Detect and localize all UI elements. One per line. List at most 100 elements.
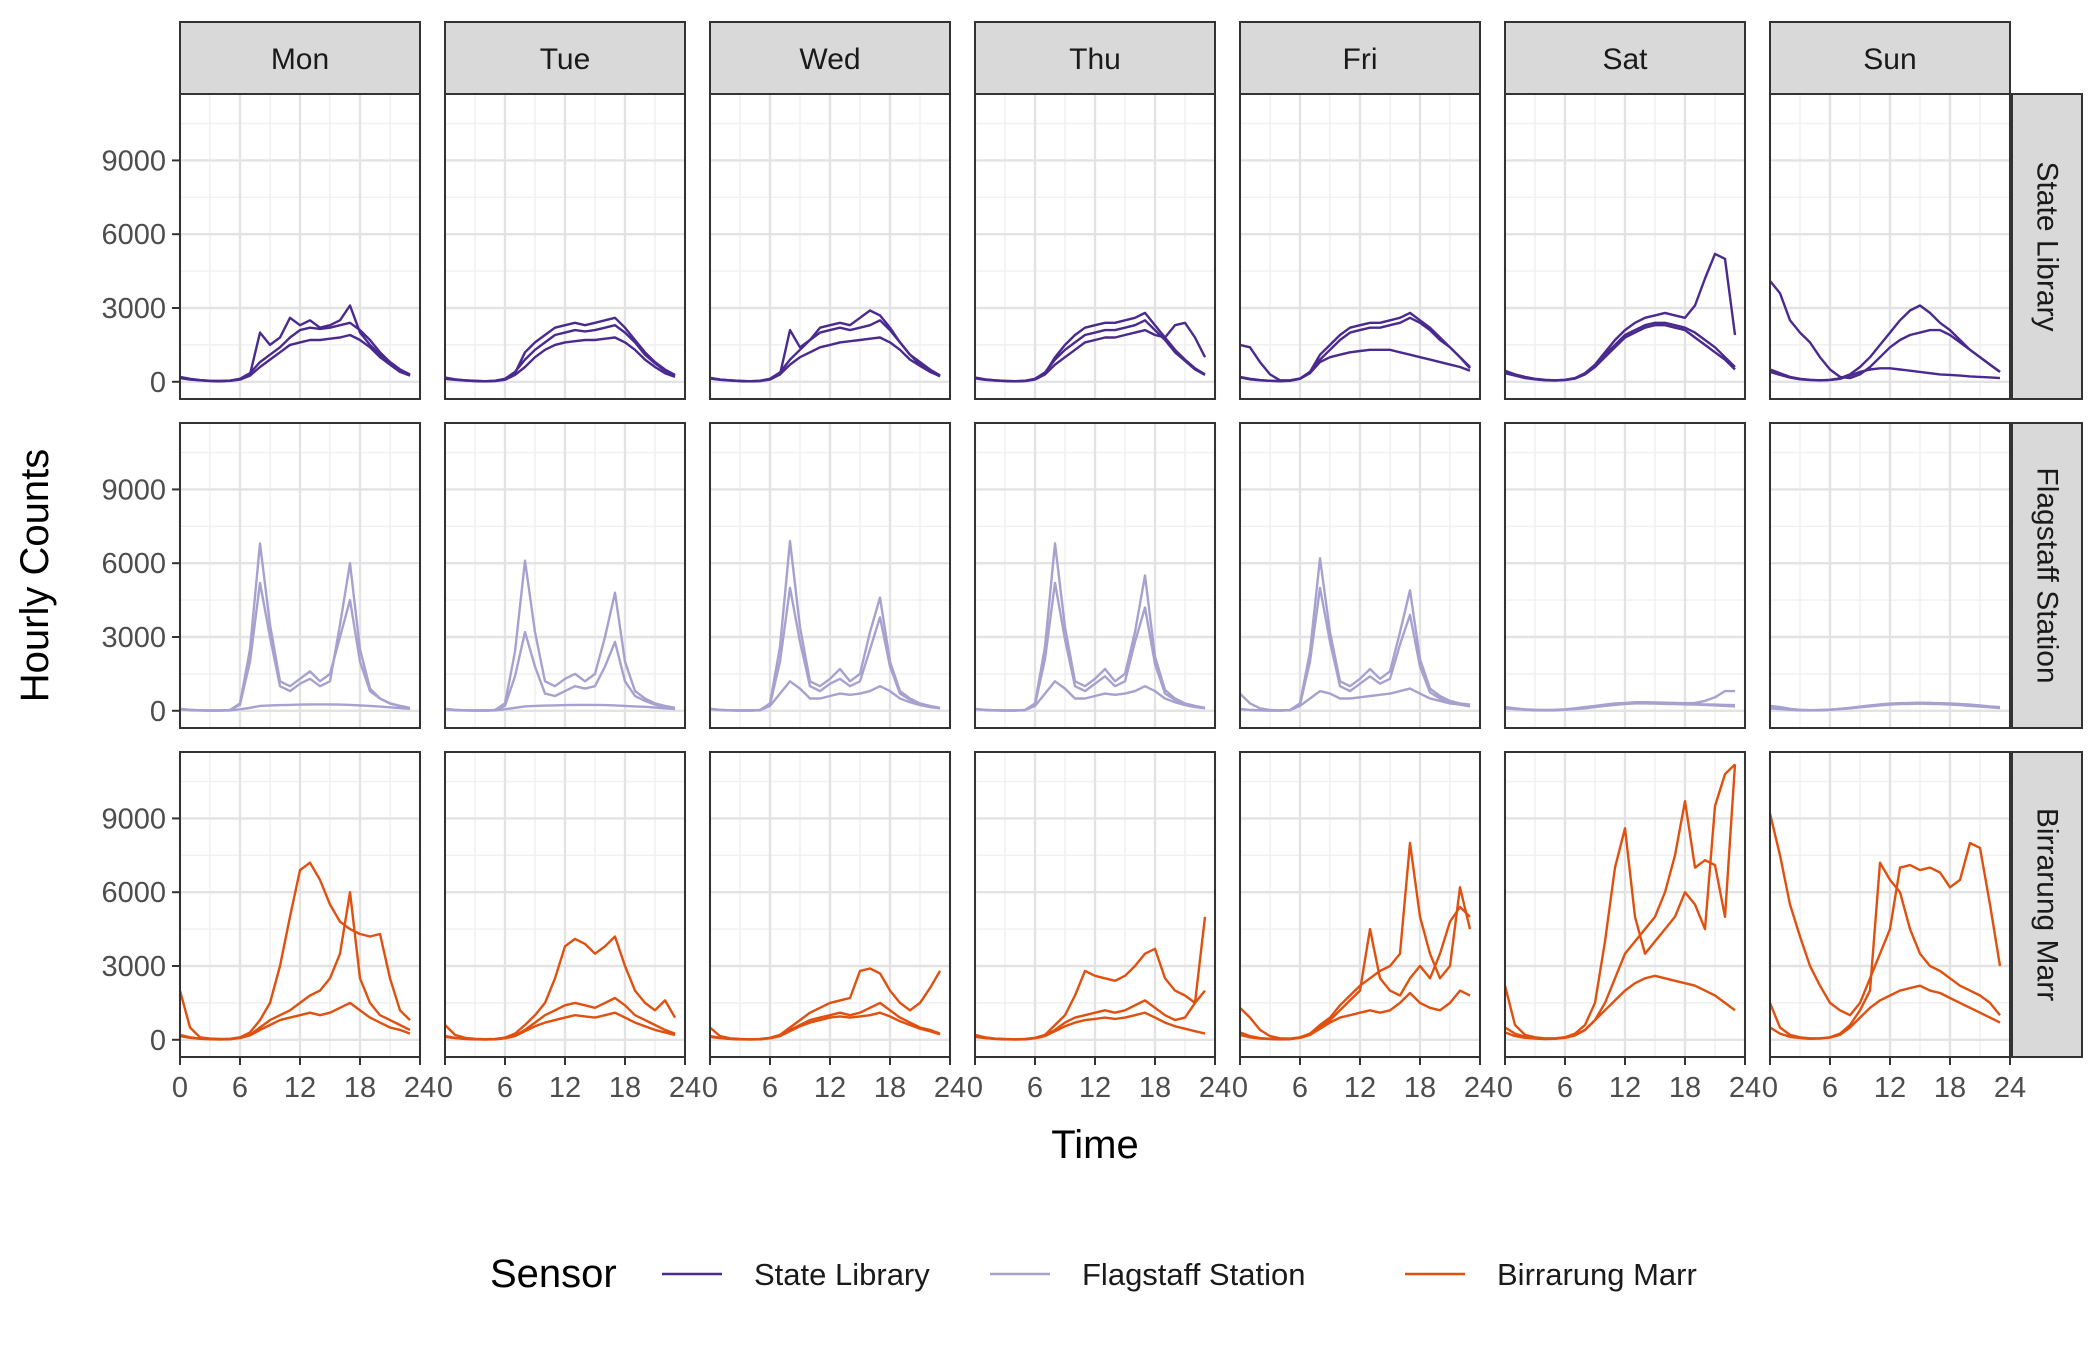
series-line-flagstaff-station-sat-3 — [1504, 702, 1736, 712]
strip-label-wed: Wed — [799, 43, 860, 76]
panel-lines-birrarung-marr-sat — [1503, 763, 1737, 1041]
panel-border-flagstaff-station-tue — [444, 422, 686, 729]
x-tick-label: 24 — [1994, 1072, 2026, 1104]
series-line-flagstaff-station-mon-3 — [179, 703, 411, 712]
x-tick-label: 18 — [344, 1072, 376, 1104]
panel-lines-state-library-mon — [179, 304, 411, 383]
x-tick-label: 12 — [549, 1072, 581, 1104]
panel-lines-state-library-sun — [1769, 280, 2001, 382]
y-axis-title: Hourly Counts — [13, 449, 57, 702]
x-tick-label: 24 — [669, 1072, 701, 1104]
panel-border-state-library-tue — [444, 93, 686, 400]
x-tick-label: 0 — [172, 1072, 188, 1104]
x-tick-label: 18 — [1404, 1072, 1436, 1104]
panel-border-state-library-sun — [1769, 93, 2011, 400]
series-line-state-library-wed-3 — [709, 336, 941, 383]
strip-label-tue: Tue — [540, 43, 591, 76]
panel-lines-state-library-thu — [974, 311, 1207, 383]
y-tick-label: 6000 — [101, 877, 166, 909]
panel-lines-birrarung-marr-tue — [444, 935, 677, 1041]
panel-lines-flagstaff-station-mon — [179, 542, 411, 712]
x-tick-label: 24 — [1729, 1072, 1761, 1104]
panel-border-state-library-wed — [709, 93, 951, 400]
x-tick-label: 0 — [437, 1072, 453, 1104]
panel-lines-state-library-tue — [444, 316, 676, 383]
series-line-flagstaff-station-tue-3 — [444, 703, 676, 712]
x-tick-label: 6 — [1557, 1072, 1573, 1104]
y-tick-label: 0 — [150, 367, 166, 399]
x-tick-label: 24 — [404, 1072, 436, 1104]
panel-lines-birrarung-marr-mon — [178, 861, 411, 1041]
panel-lines-flagstaff-station-fri — [1239, 557, 1471, 712]
strip-mon — [179, 21, 421, 95]
series-line-state-library-sun-1 — [1769, 280, 2001, 380]
series-line-state-library-fri-3 — [1239, 311, 1471, 383]
panel-lines-state-library-wed — [709, 309, 941, 383]
legend-label-flagstaff-station: Flagstaff Station — [1082, 1257, 1305, 1292]
strip-label-birrarung-marr: Birrarung Marr — [2031, 808, 2064, 1001]
panel-lines-birrarung-marr-thu — [974, 916, 1207, 1041]
series-line-state-library-mon-3 — [179, 333, 411, 383]
strip-label-state-library: State Library — [2031, 161, 2064, 331]
x-tick-label: 6 — [1292, 1072, 1308, 1104]
series-line-state-library-sat-3 — [1504, 321, 1736, 382]
x-tick-label: 12 — [1609, 1072, 1641, 1104]
y-tick-label: 0 — [150, 696, 166, 728]
y-tick-label: 3000 — [101, 951, 166, 983]
strip-wed — [709, 21, 951, 95]
panel-grid-layer — [178, 94, 2012, 1057]
series-line-state-library-sun-3 — [1769, 367, 2001, 382]
y-tick-label: 9000 — [101, 145, 166, 177]
series-line-birrarung-marr-fri-3 — [1239, 989, 1471, 1041]
x-tick-label: 0 — [702, 1072, 718, 1104]
series-line-flagstaff-station-thu-3 — [974, 581, 1206, 712]
legend-label-birrarung-marr: Birrarung Marr — [1497, 1257, 1697, 1292]
panel-lines-state-library-fri — [1239, 311, 1471, 383]
panel-border-flagstaff-station-wed — [709, 422, 951, 729]
strip-label-sun: Sun — [1863, 43, 1916, 76]
x-tick-label: 12 — [284, 1072, 316, 1104]
series-line-state-library-fri-1 — [1239, 316, 1471, 382]
strip-label-thu: Thu — [1069, 43, 1121, 76]
series-line-birrarung-marr-wed-3 — [709, 1011, 941, 1041]
x-tick-label: 12 — [814, 1072, 846, 1104]
x-tick-label: 24 — [1464, 1072, 1496, 1104]
strip-state-library — [2011, 93, 2083, 400]
series-line-state-library-tue-3 — [444, 316, 676, 383]
panel-lines-birrarung-marr-sun — [1768, 813, 2002, 1041]
y-tick-label: 0 — [150, 1025, 166, 1057]
x-tick-label: 12 — [1344, 1072, 1376, 1104]
x-tick-label: 18 — [1934, 1072, 1966, 1104]
panel-border-flagstaff-station-fri — [1239, 422, 1481, 729]
x-tick-label: 12 — [1874, 1072, 1906, 1104]
series-line-birrarung-marr-mon-3 — [179, 1001, 411, 1041]
x-tick-label: 0 — [1497, 1072, 1513, 1104]
x-tick-label: 18 — [874, 1072, 906, 1104]
series-line-birrarung-marr-thu-3 — [974, 1011, 1206, 1041]
x-tick-label: 24 — [934, 1072, 966, 1104]
panel-lines-flagstaff-station-sat — [1504, 689, 1736, 712]
panel-border-state-library-thu — [974, 93, 1216, 400]
strip-birrarung-marr — [2011, 751, 2083, 1058]
strip-sat — [1504, 21, 1746, 95]
y-tick-label: 3000 — [101, 622, 166, 654]
series-line-birrarung-marr-sun-3 — [1769, 984, 2001, 1041]
series-line-flagstaff-station-fri-3 — [1239, 586, 1471, 712]
panel-lines-flagstaff-station-sun — [1769, 701, 2001, 712]
y-tick-label: 6000 — [101, 548, 166, 580]
y-tick-label: 3000 — [101, 293, 166, 325]
x-tick-label: 6 — [232, 1072, 248, 1104]
series-line-flagstaff-station-wed-3 — [709, 586, 941, 712]
strip-flagstaff-station — [2011, 422, 2083, 729]
panel-border-flagstaff-station-sat — [1504, 422, 1746, 729]
x-tick-label: 24 — [1199, 1072, 1231, 1104]
strip-label-mon: Mon — [271, 43, 329, 76]
strip-sun — [1769, 21, 2011, 95]
panel-border-flagstaff-station-sun — [1769, 422, 2011, 729]
x-tick-label: 6 — [1027, 1072, 1043, 1104]
panel-lines-state-library-sat — [1504, 252, 1737, 382]
x-tick-label: 6 — [762, 1072, 778, 1104]
series-line-birrarung-marr-sat-3 — [1504, 974, 1736, 1041]
strip-tue — [444, 21, 686, 95]
